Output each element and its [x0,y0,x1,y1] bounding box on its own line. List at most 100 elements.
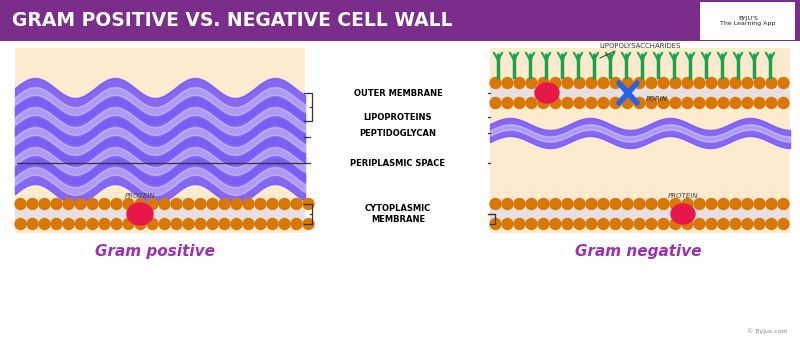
Circle shape [586,219,597,229]
Circle shape [754,219,765,229]
Circle shape [147,198,158,209]
Circle shape [502,77,513,89]
Circle shape [303,198,314,209]
Bar [700,2,795,40]
Circle shape [255,219,266,229]
Circle shape [123,219,134,229]
Circle shape [730,198,741,209]
Circle shape [243,198,254,209]
Text: PROTEIN: PROTEIN [668,193,698,199]
Circle shape [111,198,122,209]
Circle shape [502,98,513,108]
Circle shape [766,198,777,209]
Circle shape [586,198,597,209]
Circle shape [51,198,62,209]
Circle shape [754,77,765,89]
Text: OUTER MEMBRANE: OUTER MEMBRANE [354,89,442,98]
Circle shape [730,219,741,229]
Circle shape [718,198,729,209]
Text: BYJU'S
The Learning App: BYJU'S The Learning App [720,16,776,26]
Circle shape [730,77,741,89]
Circle shape [598,77,609,89]
Text: PORIN: PORIN [646,96,668,102]
Bar [490,48,790,233]
Bar [15,48,305,233]
Text: LIPOPROTEINS: LIPOPROTEINS [364,113,432,121]
Circle shape [682,198,693,209]
Bar [15,208,305,220]
Text: Gram positive: Gram positive [95,244,215,259]
Circle shape [526,198,537,209]
Circle shape [694,98,705,108]
Circle shape [610,77,621,89]
Circle shape [87,219,98,229]
Circle shape [111,219,122,229]
Circle shape [490,198,501,209]
Circle shape [574,98,585,108]
Circle shape [766,98,777,108]
Circle shape [562,219,573,229]
Circle shape [694,198,705,209]
Circle shape [610,198,621,209]
Circle shape [39,219,50,229]
Circle shape [183,219,194,229]
Circle shape [303,219,314,229]
Circle shape [670,198,681,209]
Circle shape [63,198,74,209]
Circle shape [538,198,549,209]
Circle shape [598,98,609,108]
Text: PEPTIDOGLYCAN: PEPTIDOGLYCAN [359,130,437,138]
Circle shape [634,198,645,209]
Circle shape [646,98,657,108]
Circle shape [490,98,501,108]
Circle shape [742,198,753,209]
Circle shape [718,77,729,89]
Circle shape [562,198,573,209]
Circle shape [51,219,62,229]
Circle shape [243,219,254,229]
Circle shape [610,98,621,108]
Circle shape [526,77,537,89]
Circle shape [99,219,110,229]
Circle shape [706,219,717,229]
Circle shape [490,219,501,229]
Circle shape [670,219,681,229]
Circle shape [622,77,633,89]
Circle shape [75,219,86,229]
Circle shape [598,198,609,209]
Text: Gram negative: Gram negative [574,244,702,259]
Ellipse shape [671,204,695,224]
Circle shape [159,198,170,209]
Circle shape [622,98,633,108]
Text: PROTEIN: PROTEIN [125,193,155,199]
Circle shape [267,219,278,229]
Circle shape [718,219,729,229]
Circle shape [634,219,645,229]
Circle shape [598,219,609,229]
Circle shape [27,198,38,209]
Circle shape [562,98,573,108]
Circle shape [219,198,230,209]
Bar [0,0,800,41]
Circle shape [538,98,549,108]
Circle shape [267,198,278,209]
Circle shape [87,198,98,209]
Circle shape [195,219,206,229]
Text: PERIPLASMIC SPACE: PERIPLASMIC SPACE [350,159,446,167]
Circle shape [670,77,681,89]
Circle shape [502,219,513,229]
Circle shape [634,98,645,108]
Circle shape [255,198,266,209]
Circle shape [550,219,561,229]
Circle shape [670,98,681,108]
Circle shape [658,219,669,229]
Circle shape [514,77,525,89]
Circle shape [135,219,146,229]
Circle shape [39,198,50,209]
Circle shape [778,77,789,89]
Circle shape [706,77,717,89]
Circle shape [135,198,146,209]
Circle shape [514,219,525,229]
Circle shape [195,198,206,209]
Circle shape [123,198,134,209]
